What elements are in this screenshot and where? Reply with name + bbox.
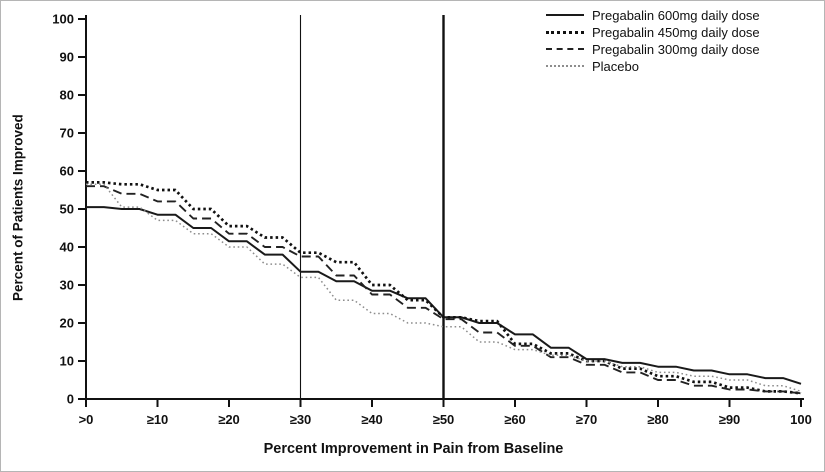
y-tick-label: 40 [60,240,74,255]
x-tick-label: ≥60 [504,412,526,427]
y-tick-label: 80 [60,88,74,103]
legend-label: Pregabalin 450mg daily dose [592,24,760,40]
chart-plot-area: 0 10 20 30 40 50 60 70 80 90 100 >0 ≥10 ≥20 ≥30 ≥40 ≥50 ≥… [52,12,812,428]
x-tick-label: ≥80 [647,412,669,427]
y-tick-label: 0 [67,392,74,407]
x-tick-label: ≥90 [719,412,741,427]
series-line-pregabalin-300mg-daily-dose [86,185,802,395]
x-axis-title: Percent Improvement in Pain from Baselin… [263,441,564,457]
legend-line-sample-dotted-bold [546,30,584,34]
legend-item-placebo: Placebo [546,58,760,74]
legend-label: Pregabalin 600mg daily dose [592,7,760,23]
x-tick-label: ≥30 [290,412,312,427]
x-tick-label: ≥50 [433,412,455,427]
y-tick-label: 50 [60,202,74,217]
legend-item-pregabalin-600mg-daily-dose: Pregabalin 600mg daily dose [546,7,760,23]
legend-label: Placebo [592,58,639,74]
legend: Pregabalin 600mg daily dose Pregabalin 45… [546,7,760,74]
y-tick-label: 90 [60,50,74,65]
series-line-placebo [86,183,802,393]
x-tick-label: 100 [790,412,812,427]
y-tick-label: 100 [52,12,74,27]
legend-line-sample-solid [546,14,584,16]
x-tick-label: ≥40 [361,412,383,427]
y-tick-label: 30 [60,278,74,293]
legend-label: Pregabalin 300mg daily dose [592,41,760,57]
x-tick-label: ≥70 [576,412,598,427]
y-tick-label: 10 [60,354,74,369]
legend-line-sample-dashed [546,48,584,50]
y-tick-label: 20 [60,316,74,331]
y-axis-title: Percent of Patients Improved [10,114,26,302]
legend-item-pregabalin-300mg-daily-dose: Pregabalin 300mg daily dose [546,41,760,57]
y-tick-label: 60 [60,164,74,179]
series-line-pregabalin-450mg-daily-dose [86,181,802,395]
x-tick-label: >0 [79,412,94,427]
legend-line-sample-dotted-fine [546,65,584,67]
x-tick-label: ≥20 [218,412,240,427]
legend-item-pregabalin-450mg-daily-dose: Pregabalin 450mg daily dose [546,24,760,40]
y-tick-label: 70 [60,126,74,141]
x-tick-label: ≥10 [147,412,169,427]
